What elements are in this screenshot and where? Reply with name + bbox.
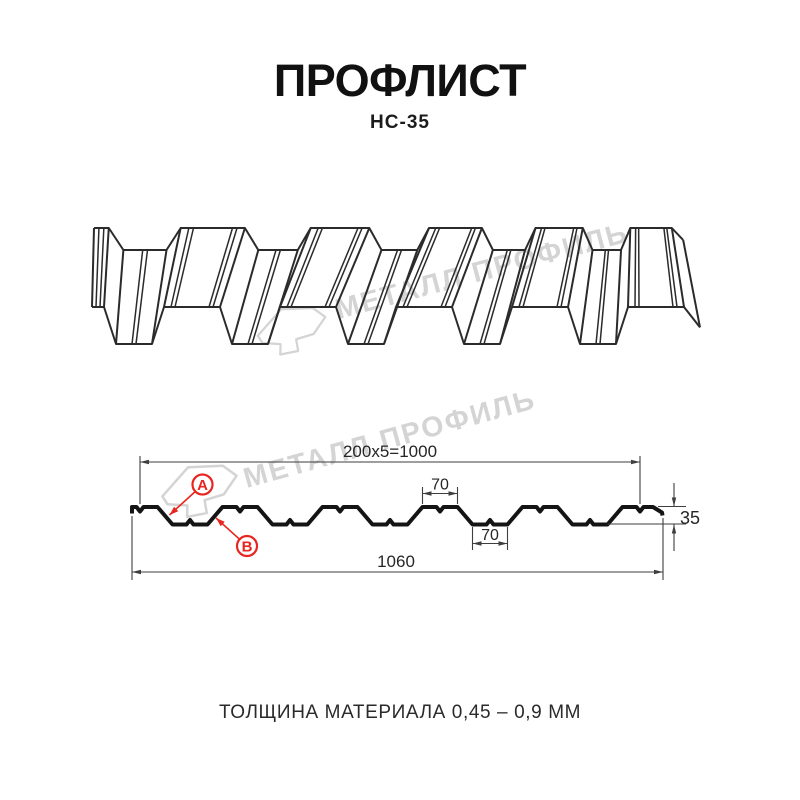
marker-b-label: B bbox=[242, 539, 253, 556]
page-title: ПРОФЛИСТ bbox=[273, 55, 527, 106]
dim-overall-width-label: 1060 bbox=[377, 552, 415, 571]
profile-3d-drawing bbox=[91, 227, 701, 345]
cross-section-drawing: 200x5=1000 70 70 35 1060 A B bbox=[130, 442, 700, 580]
material-thickness-note: ТОЛЩИНА МАТЕРИАЛА 0,45 – 0,9 ММ bbox=[218, 702, 582, 723]
dim-height-label: 35 bbox=[680, 508, 700, 528]
dim-pitch-label: 200x5=1000 bbox=[343, 442, 437, 461]
metal-profil-logo-icon bbox=[256, 306, 327, 356]
header: ПРОФЛИСТ НС-35 bbox=[0, 58, 800, 134]
dim-rib-top-label: 70 bbox=[431, 477, 449, 494]
marker-a-label: A bbox=[197, 477, 208, 494]
dim-rib-bottom-label: 70 bbox=[481, 527, 499, 544]
profile-model-label: НС-35 bbox=[370, 112, 430, 133]
